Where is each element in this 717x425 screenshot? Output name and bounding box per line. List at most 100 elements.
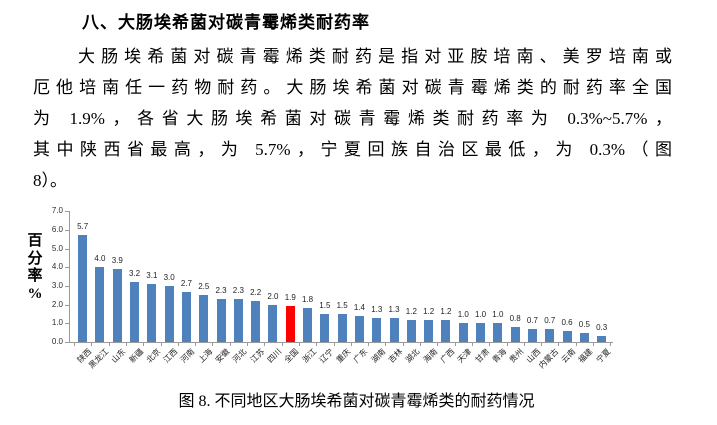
y-tick-mark: [65, 248, 69, 250]
x-tick-mark: [264, 342, 266, 346]
x-tick-mark: [160, 342, 162, 346]
y-tick-label: 7.0: [51, 206, 63, 216]
bar-value-label: 2.3: [232, 285, 244, 295]
category-label: 福建: [577, 347, 595, 365]
body-paragraph: 大肠埃希菌对碳青霉烯类耐药是指对亚胺培南、美罗培南或 厄他培南任一药物耐药。大肠埃…: [33, 41, 672, 196]
bar-value-label: 1.0: [474, 310, 487, 320]
y-tick-label: 0.0: [51, 337, 63, 346]
bar-value-label: 1.9: [284, 293, 296, 303]
bar: [95, 267, 105, 342]
category-label: 浙江: [300, 347, 318, 365]
y-axis-title-char: 分: [27, 250, 43, 267]
bar: [147, 284, 157, 342]
x-tick-mark: [575, 342, 577, 346]
bar: [372, 317, 382, 342]
bar-value-label: 1.2: [423, 306, 435, 316]
x-tick-mark: [558, 342, 560, 346]
category-label: 新疆: [127, 347, 145, 365]
y-tick-mark: [65, 304, 69, 306]
bar-value-label: 0.3: [596, 323, 608, 333]
y-tick-mark: [65, 342, 69, 343]
x-tick-mark: [229, 342, 231, 346]
y-axis-title: 百分率%: [23, 233, 47, 303]
bar: [164, 285, 174, 342]
y-tick-label: 6.0: [51, 224, 63, 234]
x-tick-mark: [420, 342, 421, 346]
x-axis-line: [69, 342, 613, 343]
bar: [337, 313, 347, 342]
bar-value-label: 2.7: [180, 278, 192, 288]
bar-value-label: 0.5: [578, 319, 590, 329]
category-label: 河北: [231, 347, 249, 365]
bar: [545, 328, 555, 342]
bar-value-label: 1.3: [371, 304, 383, 314]
x-tick-mark: [177, 342, 179, 346]
x-tick-mark: [506, 342, 508, 346]
bar-value-label: 3.0: [163, 272, 175, 282]
category-label: 辽宁: [317, 347, 336, 365]
bar: [493, 323, 503, 342]
bar-value-label: 0.7: [544, 315, 556, 325]
x-tick-mark: [350, 342, 352, 346]
category-label: 天津: [455, 347, 474, 365]
bar-value-label: 4.0: [94, 254, 106, 264]
y-axis-line: [69, 211, 70, 342]
bar: [251, 300, 261, 342]
x-tick-mark: [454, 342, 456, 346]
category-label: 广东: [352, 347, 370, 365]
category-label: 吉林: [386, 347, 405, 365]
x-tick-mark: [143, 342, 145, 346]
x-tick-mark: [108, 342, 110, 346]
y-tick-mark: [65, 229, 69, 231]
paragraph-line: 为 1.9%，各省大肠埃希菌对碳青霉烯类耐药率为 0.3%~5.7%，: [33, 109, 672, 128]
bar: [78, 235, 88, 342]
category-label: 贵州: [507, 347, 526, 365]
category-label: 河南: [179, 347, 197, 365]
bar: [233, 298, 243, 342]
bar-national-highlight: [285, 306, 295, 342]
category-label: 云南: [559, 347, 578, 365]
paragraph-line: 其中陕西省最高，为 5.7%，宁夏回族自治区最低，为 0.3%（图: [33, 140, 672, 159]
bar: [597, 336, 607, 342]
bar-value-label: 0.7: [526, 315, 538, 325]
bar: [216, 298, 226, 342]
y-tick-label: 1.0: [51, 318, 63, 328]
bar: [458, 323, 468, 342]
x-tick-mark: [298, 342, 300, 346]
bar: [424, 319, 434, 342]
bar-value-label: 2.3: [215, 285, 227, 295]
category-label: 安徽: [213, 347, 232, 365]
bar-value-label: 1.5: [319, 300, 331, 310]
y-tick-label: 2.0: [51, 299, 63, 309]
y-tick-mark: [65, 323, 69, 325]
y-axis-title-char: 百: [27, 233, 43, 249]
bar-value-label: 5.7: [77, 222, 89, 232]
bar: [562, 330, 572, 342]
figure-caption: 图 8. 不同地区大肠埃希菌对碳青霉烯类的耐药情况: [178, 393, 535, 410]
bar-value-label: 1.5: [336, 300, 348, 310]
section-heading: 八、大肠埃希菌对碳青霉烯类耐药率: [82, 13, 370, 32]
category-label: 湖南: [369, 347, 388, 365]
bar-value-label: 3.9: [111, 256, 123, 266]
category-label: 宁夏: [594, 347, 613, 365]
y-tick-label: 3.0: [51, 280, 63, 290]
x-tick-mark: [471, 342, 473, 346]
x-tick-mark: [247, 342, 248, 346]
x-tick-mark: [368, 342, 370, 346]
x-tick-mark: [333, 342, 335, 346]
category-label: 海南: [421, 347, 440, 365]
bar: [406, 319, 416, 342]
x-tick-mark: [523, 342, 525, 346]
bar: [112, 269, 122, 342]
bar-value-label: 0.8: [509, 314, 521, 324]
bar: [303, 308, 313, 342]
y-axis-title-char: 率: [27, 268, 43, 284]
bar: [527, 328, 537, 342]
bar-value-label: 1.0: [492, 310, 504, 320]
x-tick-mark: [489, 342, 491, 346]
bar: [476, 323, 486, 342]
category-label: 四川: [265, 347, 284, 365]
y-tick-mark: [65, 267, 69, 269]
bar-value-label: 3.1: [146, 271, 158, 281]
